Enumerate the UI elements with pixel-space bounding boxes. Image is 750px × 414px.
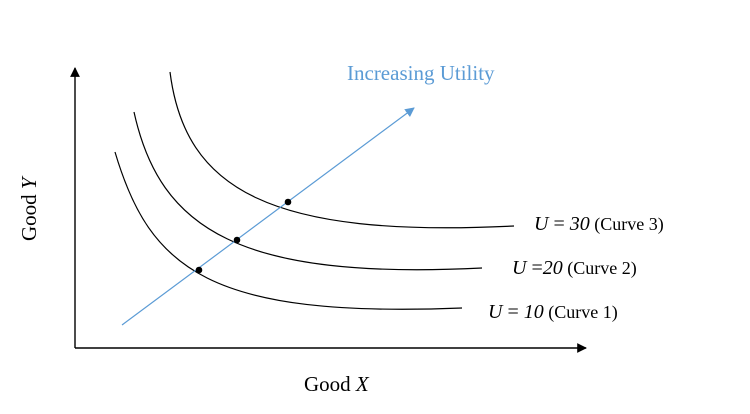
indifference-curve-3 (169, 71, 515, 229)
curve-2-label: U =20 (Curve 2) (512, 257, 637, 279)
arrow-label: Increasing Utility (347, 61, 495, 85)
indifference-curve-1 (114, 151, 463, 310)
indifference-curve-2 (133, 111, 483, 271)
intersection-point-curve-2 (233, 236, 241, 244)
curve-3-label: U = 30 (Curve 3) (534, 213, 664, 235)
intersection-point-curve-1 (195, 266, 203, 274)
intersection-point-curve-3 (284, 198, 292, 206)
curve-1-label: U = 10 (Curve 1) (488, 301, 618, 323)
increasing-utility-arrow (121, 107, 415, 326)
x-axis-label: Good X (304, 372, 370, 396)
y-axis-label: Good Y (17, 175, 41, 241)
